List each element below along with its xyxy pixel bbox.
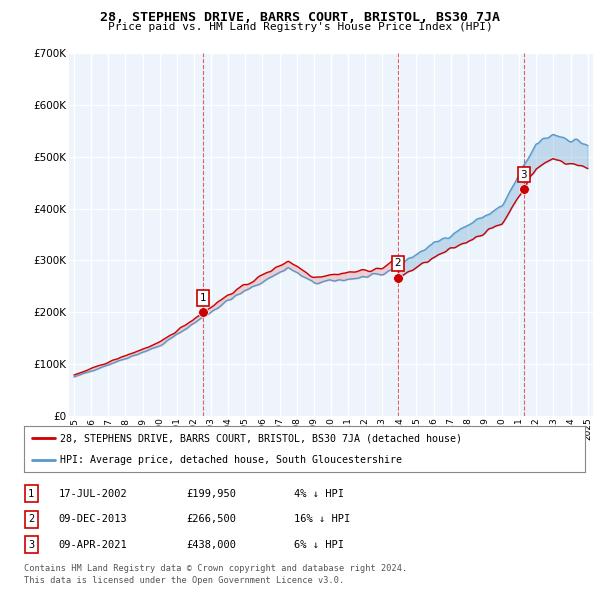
- Text: This data is licensed under the Open Government Licence v3.0.: This data is licensed under the Open Gov…: [24, 576, 344, 585]
- Text: 2: 2: [28, 514, 34, 524]
- Text: 17-JUL-2002: 17-JUL-2002: [59, 489, 128, 499]
- Text: 28, STEPHENS DRIVE, BARRS COURT, BRISTOL, BS30 7JA: 28, STEPHENS DRIVE, BARRS COURT, BRISTOL…: [100, 11, 500, 24]
- Text: £438,000: £438,000: [186, 540, 236, 549]
- Text: 16% ↓ HPI: 16% ↓ HPI: [294, 514, 350, 524]
- Text: HPI: Average price, detached house, South Gloucestershire: HPI: Average price, detached house, Sout…: [61, 454, 403, 464]
- Text: £266,500: £266,500: [186, 514, 236, 524]
- Text: 1: 1: [200, 293, 206, 303]
- Text: 28, STEPHENS DRIVE, BARRS COURT, BRISTOL, BS30 7JA (detached house): 28, STEPHENS DRIVE, BARRS COURT, BRISTOL…: [61, 434, 463, 444]
- Text: 4% ↓ HPI: 4% ↓ HPI: [294, 489, 344, 499]
- Text: 09-DEC-2013: 09-DEC-2013: [59, 514, 128, 524]
- Text: 1: 1: [28, 489, 34, 499]
- Text: 2: 2: [395, 258, 401, 268]
- Text: Contains HM Land Registry data © Crown copyright and database right 2024.: Contains HM Land Registry data © Crown c…: [24, 565, 407, 573]
- Text: 3: 3: [521, 169, 527, 179]
- Text: £199,950: £199,950: [186, 489, 236, 499]
- Text: Price paid vs. HM Land Registry's House Price Index (HPI): Price paid vs. HM Land Registry's House …: [107, 22, 493, 32]
- Text: 3: 3: [28, 540, 34, 549]
- Text: 09-APR-2021: 09-APR-2021: [59, 540, 128, 549]
- Text: 6% ↓ HPI: 6% ↓ HPI: [294, 540, 344, 549]
